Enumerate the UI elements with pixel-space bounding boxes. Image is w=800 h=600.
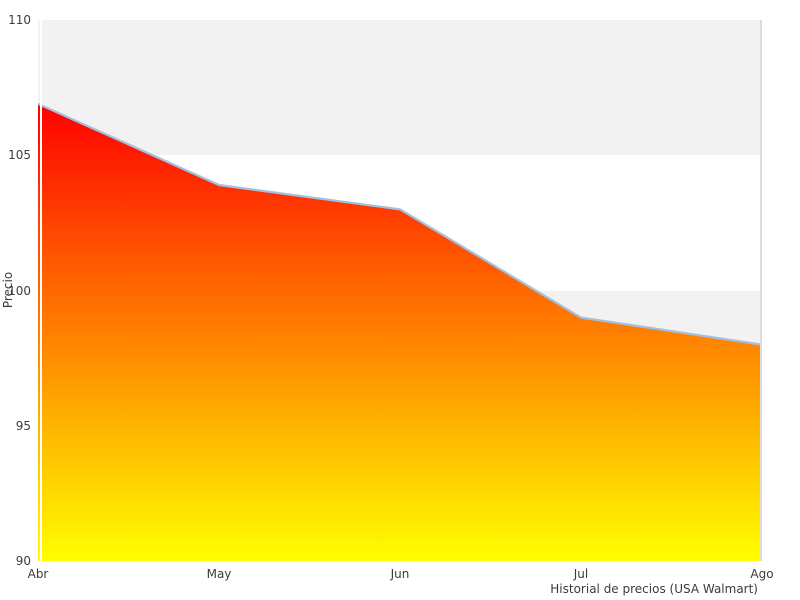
y-tick-label-100: 100 [8,283,31,298]
price-line [38,102,762,346]
x-axis-title: Historial de precios (USA Walmart) [550,582,758,596]
area-fill [38,103,762,561]
y-tick-label-110: 110 [8,13,31,27]
y-tick-label-90: 90 [15,554,31,568]
y-tick-label-105: 105 [8,148,31,163]
plot-area [38,20,762,561]
left-spine [40,20,42,561]
area-series [38,102,762,561]
right-spine [760,20,762,561]
x-tick-label-abr: Abr [27,567,49,581]
x-tick-label-ago: Ago [750,567,774,581]
x-tick-label-jun: Jun [390,567,410,581]
shaded-band-105-110 [38,20,762,156]
x-tick-label-may: May [206,567,232,581]
y-tick-label-95: 95 [15,418,31,433]
x-tick-label-jul: Jul [573,567,589,581]
